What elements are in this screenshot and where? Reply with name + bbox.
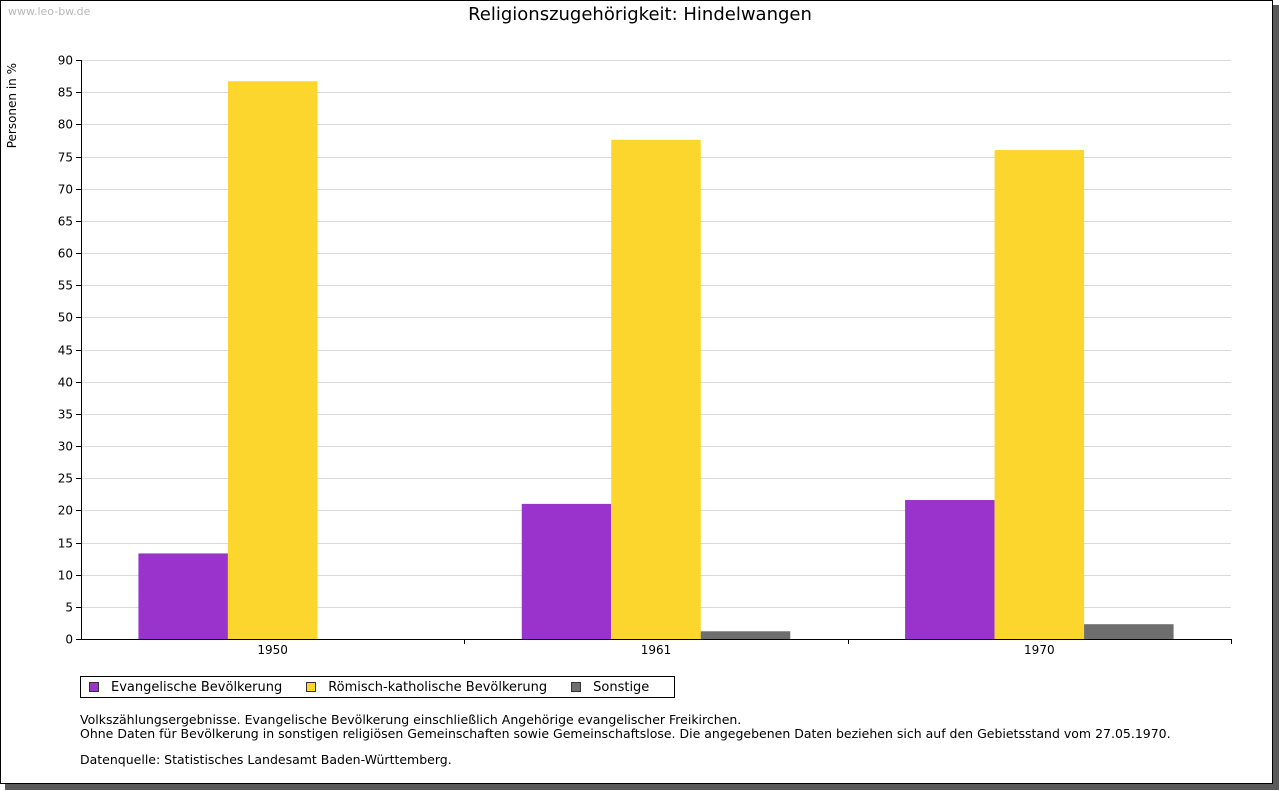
bar-1950-evangelisch [138, 553, 228, 639]
bar-1970-sonstige [1084, 624, 1174, 639]
y-tick-label: 10 [58, 569, 73, 583]
legend-label-sonstige: Sonstige [593, 679, 650, 695]
bar-1961-evangelisch [521, 503, 612, 639]
legend-item-sonstige: Sonstige [571, 680, 649, 695]
legend-item-evangelisch: Evangelische Bevölkerung [89, 680, 282, 695]
y-tick-label: 40 [58, 376, 73, 390]
x-tick-label: 1950 [257, 643, 288, 657]
bar-1950-katholisch [227, 81, 318, 640]
y-tick-label: 90 [58, 54, 73, 68]
y-tick-label: 65 [58, 215, 73, 229]
y-tick-label: 30 [58, 440, 73, 454]
frame-shadow-right [1273, 5, 1279, 790]
watermark: www.leo-bw.de [8, 5, 91, 18]
y-tick-label: 60 [58, 247, 73, 261]
footnotes: Volkszählungsergebnisse. Evangelische Be… [80, 713, 1171, 741]
y-tick-label: 75 [58, 151, 73, 165]
legend-swatch-evangelisch [89, 682, 99, 692]
bar-1961-sonstige [700, 631, 791, 639]
frame-shadow-bottom [5, 784, 1279, 790]
legend-swatch-sonstige [571, 682, 582, 692]
legend-label-katholisch: Römisch-katholische Bevölkerung [328, 679, 548, 695]
y-tick-label: 0 [65, 633, 73, 647]
y-tick-label: 5 [65, 601, 73, 615]
y-tick-label: 25 [58, 472, 73, 486]
bar-1961-katholisch [611, 139, 701, 640]
data-source: Datenquelle: Statistisches Landesamt Bad… [80, 752, 452, 767]
footnote-line-1: Volkszählungsergebnisse. Evangelische Be… [80, 712, 742, 727]
legend-item-katholisch: Römisch-katholische Bevölkerung [306, 680, 547, 695]
y-tick-label: 80 [58, 118, 73, 132]
bar-1970-katholisch [994, 150, 1085, 640]
y-tick-label: 55 [58, 279, 73, 293]
legend: Evangelische Bevölkerung Römisch-katholi… [80, 676, 675, 698]
y-tick-label: 15 [58, 537, 73, 551]
footnote-line-2: Ohne Daten für Bevölkerung in sonstigen … [80, 726, 1171, 741]
chart-title: Religionszugehörigkeit: Hindelwangen [468, 4, 812, 25]
y-tick-label: 70 [58, 183, 73, 197]
y-tick-label: 20 [58, 504, 73, 518]
y-tick-label: 50 [58, 311, 73, 325]
x-tick-label: 1970 [1024, 643, 1055, 657]
y-tick-label: 85 [58, 86, 73, 100]
y-tick-label: 35 [58, 408, 73, 422]
legend-swatch-katholisch [306, 682, 317, 692]
x-tick-label: 1961 [641, 643, 672, 657]
y-axis-label: Personen in % [5, 63, 19, 148]
y-tick-label: 45 [58, 344, 73, 358]
bar-1970-evangelisch [905, 500, 995, 639]
legend-label-evangelisch: Evangelische Bevölkerung [111, 679, 283, 695]
